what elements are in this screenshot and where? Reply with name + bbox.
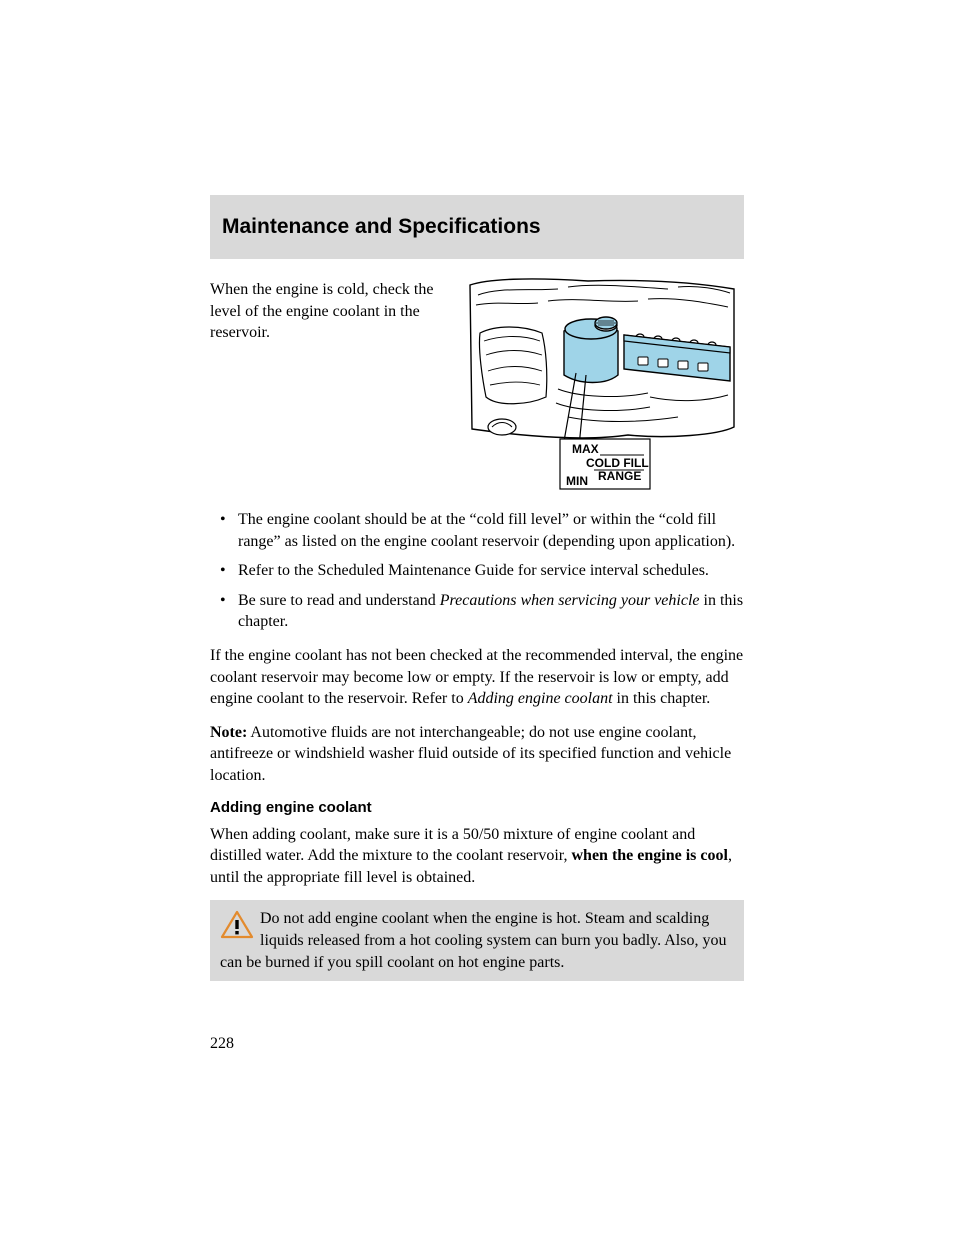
paragraph: If the engine coolant has not been check… bbox=[210, 645, 744, 710]
diagram-label-max: MAX bbox=[572, 442, 599, 456]
diagram-label-min: MIN bbox=[566, 474, 588, 488]
manual-page: Maintenance and Specifications When the … bbox=[0, 0, 954, 981]
diagram-label-range: RANGE bbox=[598, 469, 641, 483]
engine-diagram-svg: MAX COLD FILL RANGE MIN bbox=[468, 277, 736, 497]
section-header: Maintenance and Specifications bbox=[210, 195, 744, 259]
page-number: 228 bbox=[210, 1035, 234, 1053]
warning-callout: Do not add engine coolant when the engin… bbox=[210, 900, 744, 981]
list-item: Refer to the Scheduled Maintenance Guide… bbox=[210, 560, 744, 582]
section-title: Maintenance and Specifications bbox=[222, 215, 744, 239]
subheading: Adding engine coolant bbox=[210, 799, 744, 816]
list-item: The engine coolant should be at the “col… bbox=[210, 509, 744, 552]
warning-icon bbox=[220, 910, 254, 940]
diagram-label-coldfill: COLD FILL bbox=[586, 456, 649, 470]
paragraph: When adding coolant, make sure it is a 5… bbox=[210, 824, 744, 889]
warning-text: Do not add engine coolant when the engin… bbox=[220, 910, 726, 970]
intro-text: When the engine is cold, check the level… bbox=[210, 277, 458, 497]
list-item: Be sure to read and understand Precautio… bbox=[210, 590, 744, 633]
note-paragraph: Note: Automotive fluids are not intercha… bbox=[210, 722, 744, 787]
engine-diagram: MAX COLD FILL RANGE MIN bbox=[468, 277, 744, 497]
intro-row: When the engine is cold, check the level… bbox=[210, 277, 744, 497]
bullet-list: The engine coolant should be at the “col… bbox=[210, 509, 744, 633]
